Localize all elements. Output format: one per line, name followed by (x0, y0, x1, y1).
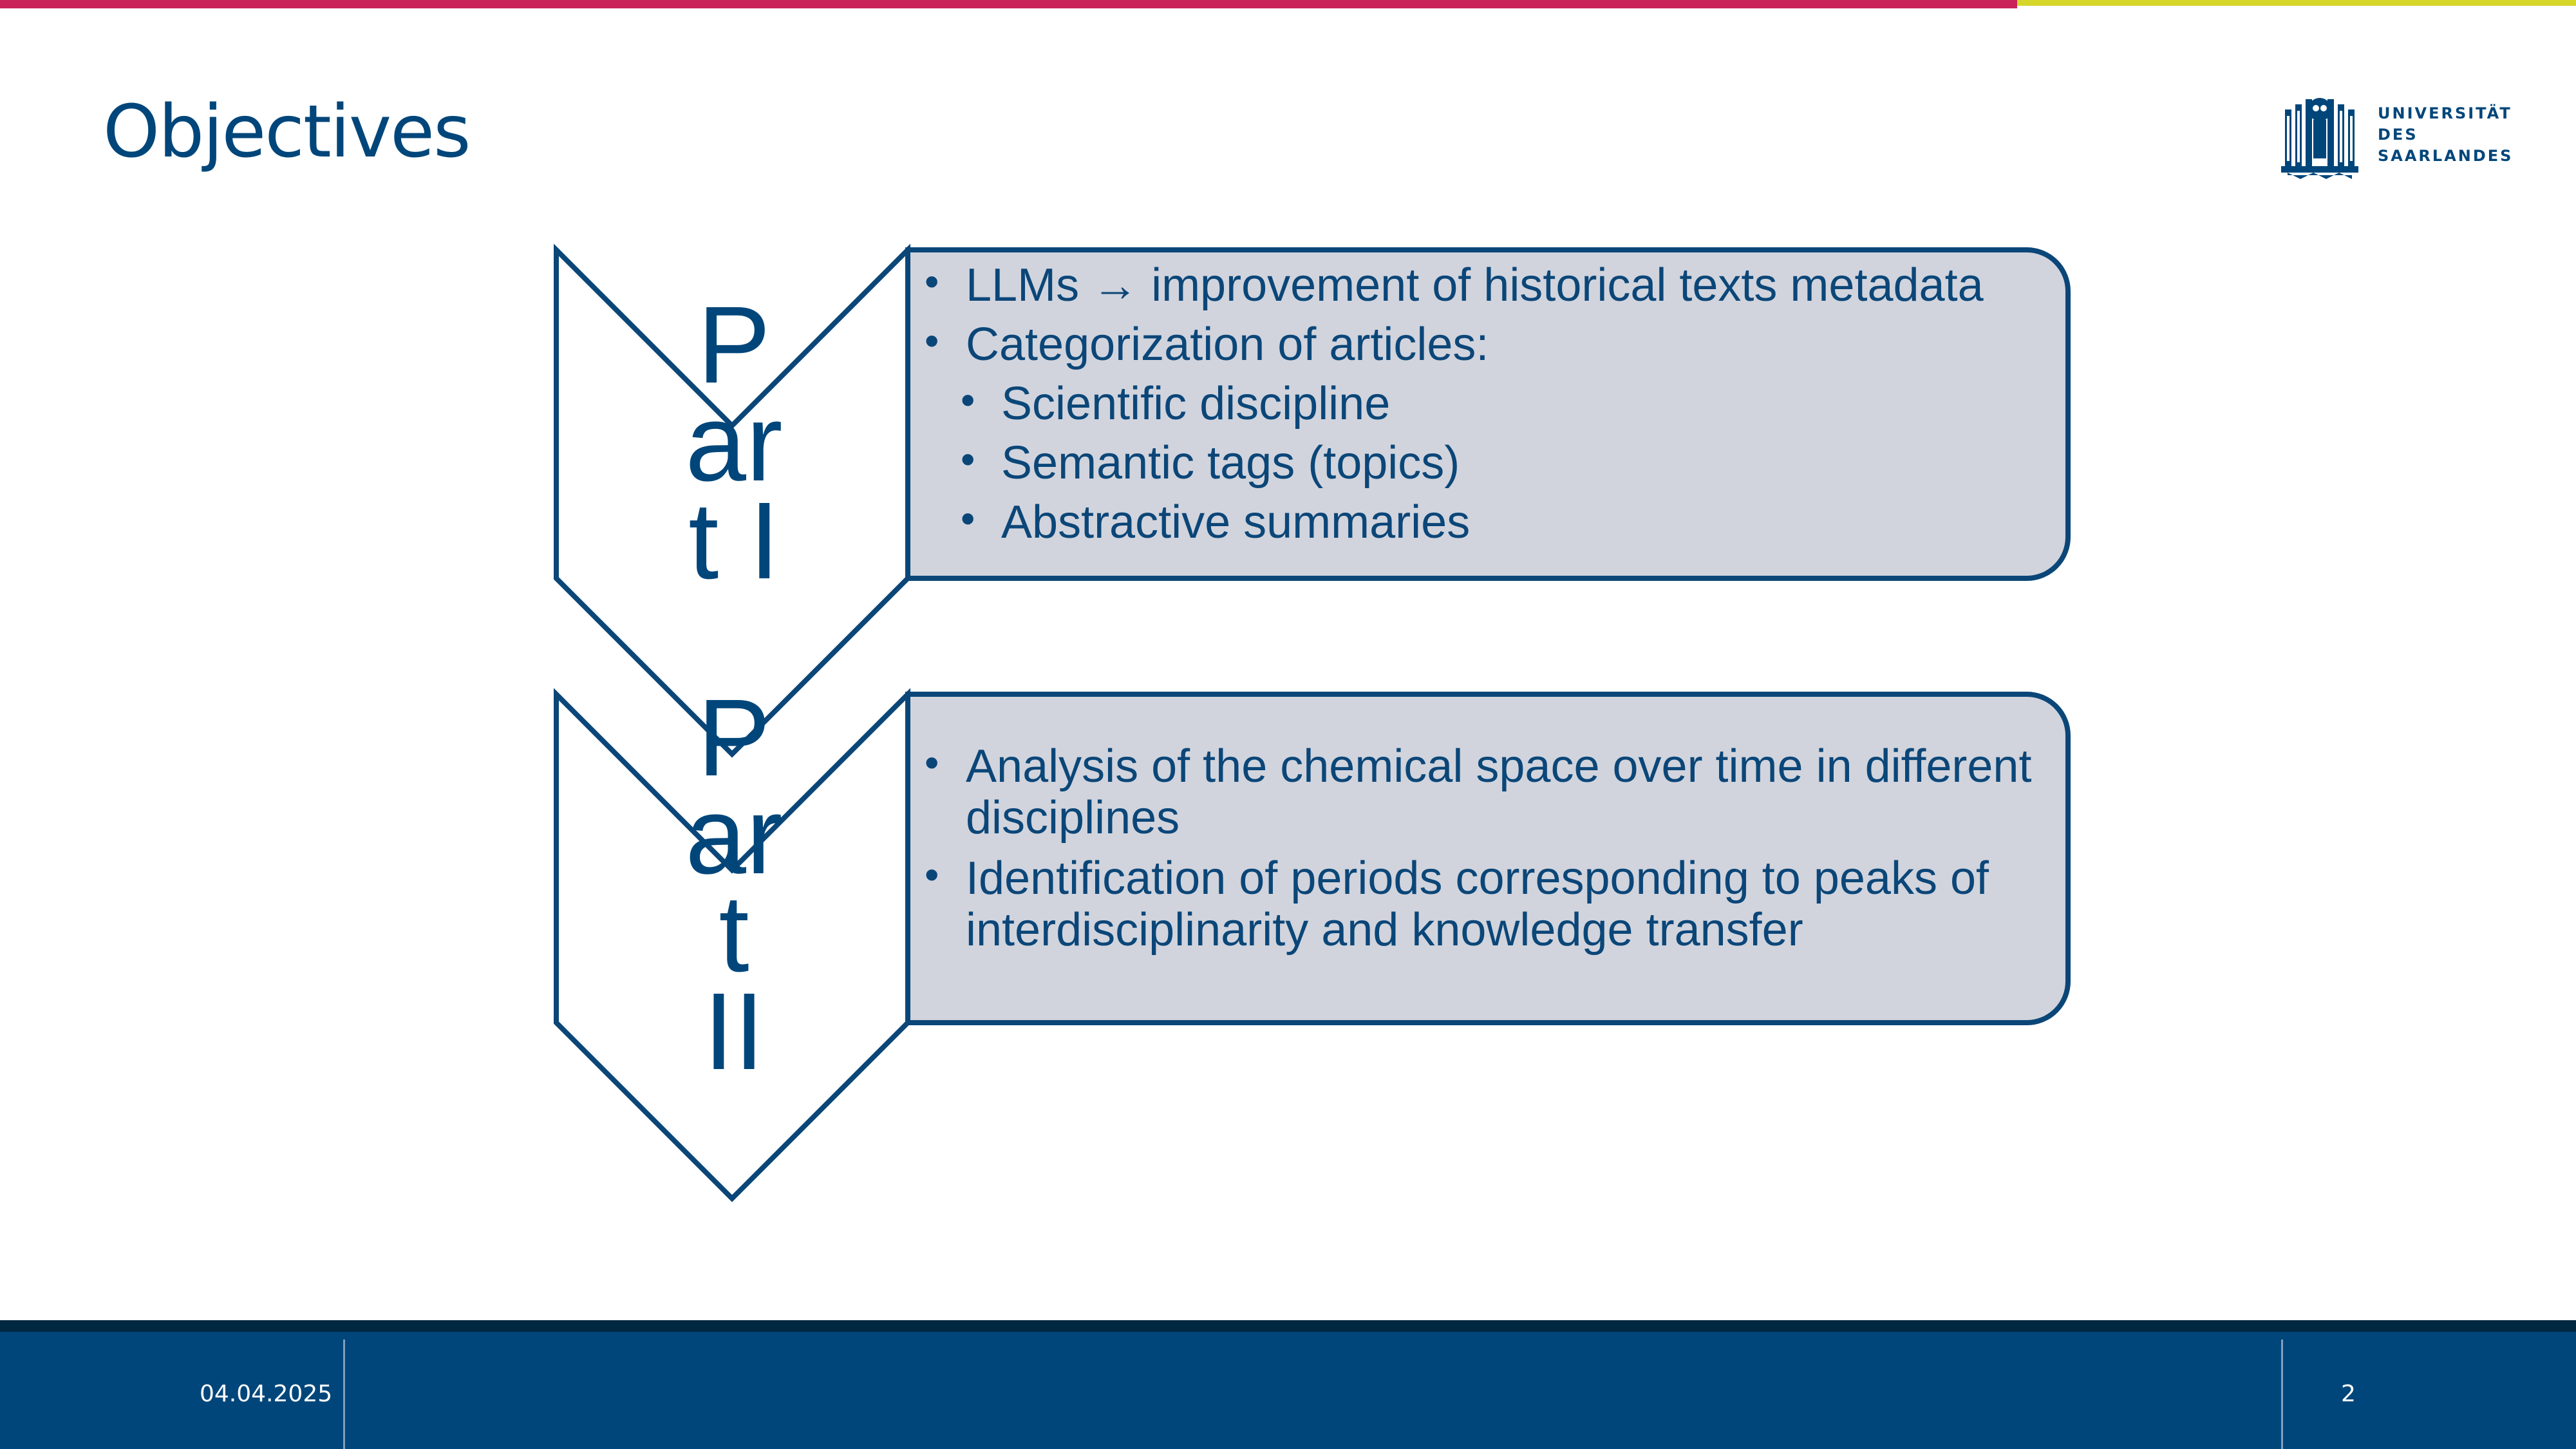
logo-line: SAARLANDES (2378, 147, 2514, 165)
top-accent-bar-yellow (2017, 0, 2576, 6)
top-accent-bar-magenta (0, 0, 2017, 8)
part-1-label: P ar t I (650, 284, 818, 602)
sub-bullet-item: Abstractive summaries (921, 491, 2041, 550)
bullet-item: Analysis of the chemical space over time… (921, 737, 2041, 844)
page-number: 2 (2341, 1381, 2356, 1407)
university-logo: UNIVERSITÄT DES SAARLANDES (2281, 90, 2511, 179)
university-logo-text: UNIVERSITÄT DES SAARLANDES (2378, 103, 2513, 167)
part-2-label: P ar t II (650, 677, 818, 1093)
bullet-item: LLMs → improvement of historical texts m… (921, 254, 2041, 313)
part-1-chevron (554, 243, 910, 758)
part-2-chevron (554, 688, 910, 1202)
part-1-label-line: ar (685, 382, 783, 504)
footer-top-strip (0, 1320, 2576, 1332)
logo-line: UNIVERSITÄT (2378, 104, 2512, 122)
sub-bullet-item: Semantic tags (topics) (921, 431, 2041, 491)
part-1-bullets: LLMs → improvement of historical texts m… (921, 254, 2041, 554)
part-2-label-line: t (719, 873, 749, 995)
part-2-label-line: P (697, 677, 771, 799)
part-2-bullets: Analysis of the chemical space over time… (921, 737, 2041, 960)
footer-divider (343, 1340, 345, 1449)
part-2-label-line: II (703, 971, 765, 1093)
part-1-label-line: t I (688, 480, 780, 602)
slide-title: Objectives (103, 90, 471, 174)
university-seal-icon (2281, 98, 2358, 179)
bullet-item: Identification of periods corresponding … (921, 849, 2041, 956)
bullet-item: Categorization of articles: (921, 313, 2041, 372)
logo-line: DES (2378, 126, 2418, 144)
part-2-label-line: ar (685, 775, 783, 897)
footer-date: 04.04.2025 (200, 1381, 333, 1407)
footer-bar (0, 1320, 2576, 1449)
footer-divider (2281, 1340, 2283, 1449)
sub-bullet-item: Scientific discipline (921, 372, 2041, 431)
part-1-label-line: P (697, 284, 771, 406)
